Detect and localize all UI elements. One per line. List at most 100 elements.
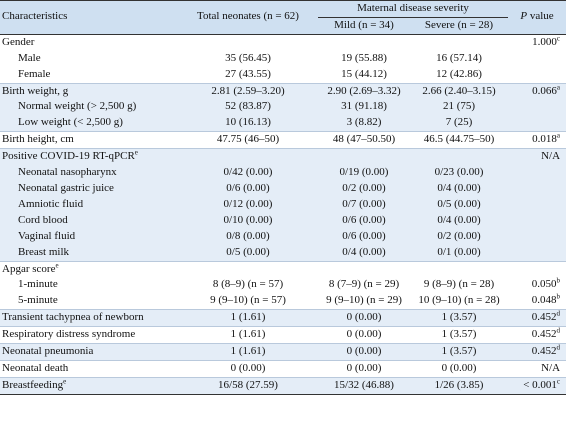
- mild-cell: 0/7 (0.00): [318, 196, 410, 213]
- severe-cell: 0 (0.00): [410, 359, 509, 378]
- row-label-text: Cord blood: [18, 213, 68, 226]
- table-row: Birth height, cm 47.75 (46–50) 48 (47–50.5…: [0, 131, 566, 149]
- total-cell: 52 (83.87): [178, 99, 318, 116]
- row-label-footnote: e: [55, 261, 59, 269]
- total-cell: 9 (9–10) (n = 57): [210, 294, 286, 307]
- p-value-footnote: b: [556, 293, 561, 301]
- table-header: Characteristics Total neonates (n = 62) …: [0, 0, 566, 35]
- mild-cell: 48 (47–50.50): [318, 131, 410, 149]
- row-label: Neonatal gastric juice: [0, 180, 178, 197]
- row-label-text: Neonatal nasopharynx: [18, 166, 117, 179]
- p-value-cell: [508, 180, 566, 197]
- p-value-cell: 0.050b: [508, 277, 566, 293]
- header-p-italic: P: [520, 10, 528, 23]
- severe-cell: 21 (75): [410, 99, 509, 116]
- total-cell: 47.75 (46–50): [178, 131, 318, 149]
- mild-cell: 15 (44.12): [341, 67, 387, 80]
- row-label-text: Positive COVID-19 RT-qPCR: [2, 150, 135, 163]
- row-label-text: Apgar score: [2, 262, 56, 275]
- p-value-text: 0.066: [532, 84, 557, 97]
- mild-cell: [318, 34, 410, 50]
- row-label: Normal weight (> 2,500 g): [0, 99, 178, 116]
- p-value-footnote: a: [556, 131, 561, 140]
- table-row: Neonatal nasopharynx 0/42 (0.00) 0/19 (0.0…: [0, 165, 566, 181]
- severe-cell: 16 (57.14): [436, 51, 482, 64]
- row-label: Low weight (< 2,500 g): [0, 115, 178, 132]
- total-cell: 2.81 (2.59–3.20): [178, 82, 318, 100]
- row-label-text: Birth weight, g: [2, 84, 69, 97]
- severe-cell: 0/23 (0.00): [410, 165, 509, 181]
- mild-cell: [318, 148, 410, 166]
- p-value-text: < 0.001: [523, 378, 557, 391]
- p-value-cell: 0.066a: [508, 82, 566, 100]
- p-value-cell: 1.000c: [508, 34, 566, 50]
- row-label: Amniotic fluid: [0, 196, 178, 213]
- severe-cell: 1 (3.57): [410, 343, 509, 361]
- row-label-text: 5-minute: [18, 294, 58, 307]
- row-label-text: Respiratory distress syndrome: [2, 328, 136, 341]
- table-row: Vaginal fluid 0/8 (0.00) 0/6 (0.00) 0/2 (0.…: [0, 228, 566, 245]
- row-label-text: Birth height, cm: [2, 133, 74, 146]
- row-label-text: Low weight (< 2,500 g): [18, 116, 123, 129]
- mild-cell: 19 (55.88): [341, 51, 387, 64]
- table-row: Birth weight, g 2.81 (2.59–3.20) 2.90 (2.6…: [0, 82, 566, 100]
- severe-cell: 12 (42.86): [436, 67, 482, 80]
- mild-cell: 0 (0.00): [318, 343, 410, 361]
- row-label: 1-minute: [0, 277, 178, 293]
- p-value-text: 0.452: [531, 345, 557, 358]
- row-label: Positive COVID-19 RT-qPCRe: [0, 148, 178, 166]
- mild-cell: [318, 260, 410, 278]
- p-value-cell: [508, 115, 566, 132]
- total-cell: 8 (8–9) (n = 57): [212, 278, 284, 291]
- total-cell: 0/10 (0.00): [178, 212, 318, 229]
- p-value-text: 0.018: [532, 133, 557, 146]
- row-label-text: Neonatal death: [2, 361, 69, 374]
- p-value-text: N/A: [541, 361, 561, 374]
- row-label-text: Breastfeeding: [2, 378, 64, 391]
- row-label-text: Neonatal pneumonia: [2, 345, 94, 358]
- p-value-footnote: d: [556, 326, 561, 335]
- row-label: Gender: [0, 34, 178, 50]
- mild-cell: 15/32 (46.88): [318, 376, 410, 395]
- p-value-text: 0.452: [531, 328, 557, 341]
- table-row: Cord blood 0/10 (0.00) 0/6 (0.00) 0/4 (0.00…: [0, 212, 566, 229]
- p-value-cell: 0.452d: [508, 326, 566, 344]
- p-value-cell: [508, 228, 566, 245]
- row-label-footnote: e: [63, 377, 67, 386]
- total-cell: 0/42 (0.00): [178, 165, 318, 181]
- row-label: Transient tachypnea of newborn: [0, 309, 178, 327]
- table-row: Positive COVID-19 RT-qPCRe N/A: [0, 148, 566, 166]
- total-cell: 35 (56.45): [225, 51, 271, 64]
- p-value-cell: [508, 260, 566, 278]
- row-label-text: Transient tachypnea of newborn: [2, 311, 144, 324]
- row-label: Vaginal fluid: [0, 228, 178, 245]
- header-group: Maternal disease severity: [318, 0, 509, 18]
- total-cell: 1 (1.61): [178, 309, 318, 327]
- mild-cell: 0 (0.00): [318, 309, 410, 327]
- severe-cell: 0/1 (0.00): [410, 244, 509, 261]
- table-row: Male 35 (56.45) 19 (55.88) 16 (57.14): [0, 51, 566, 67]
- row-label: Female: [0, 67, 178, 83]
- total-cell: [178, 260, 318, 278]
- row-label: Cord blood: [0, 212, 178, 229]
- row-label: Apgar scoree: [0, 260, 178, 278]
- header-characteristics: Characteristics: [0, 0, 178, 35]
- severe-cell: 9 (8–9) (n = 28): [423, 278, 495, 291]
- p-value-cell: 0.452d: [508, 343, 566, 361]
- mild-cell: 31 (91.18): [318, 99, 410, 116]
- mild-cell: 9 (9–10) (n = 29): [326, 294, 402, 307]
- p-value-cell: [508, 244, 566, 261]
- row-label: Neonatal pneumonia: [0, 343, 178, 361]
- total-cell: 0/5 (0.00): [178, 244, 318, 261]
- table-row: 5-minute 9 (9–10) (n = 57) 9 (9–10) (n = 2…: [0, 293, 566, 309]
- p-value-cell: [508, 51, 566, 67]
- severe-cell: 0/4 (0.00): [410, 180, 509, 197]
- row-label-text: Breast milk: [18, 245, 70, 258]
- table-row: Breast milk 0/5 (0.00) 0/4 (0.00) 0/1 (0.00…: [0, 244, 566, 261]
- p-value-footnote: d: [556, 343, 561, 352]
- severe-cell: 2.66 (2.40–3.15): [410, 82, 509, 100]
- p-value-cell: [508, 196, 566, 213]
- row-label-text: Amniotic fluid: [18, 197, 84, 210]
- severe-cell: 46.5 (44.75–50): [410, 131, 509, 149]
